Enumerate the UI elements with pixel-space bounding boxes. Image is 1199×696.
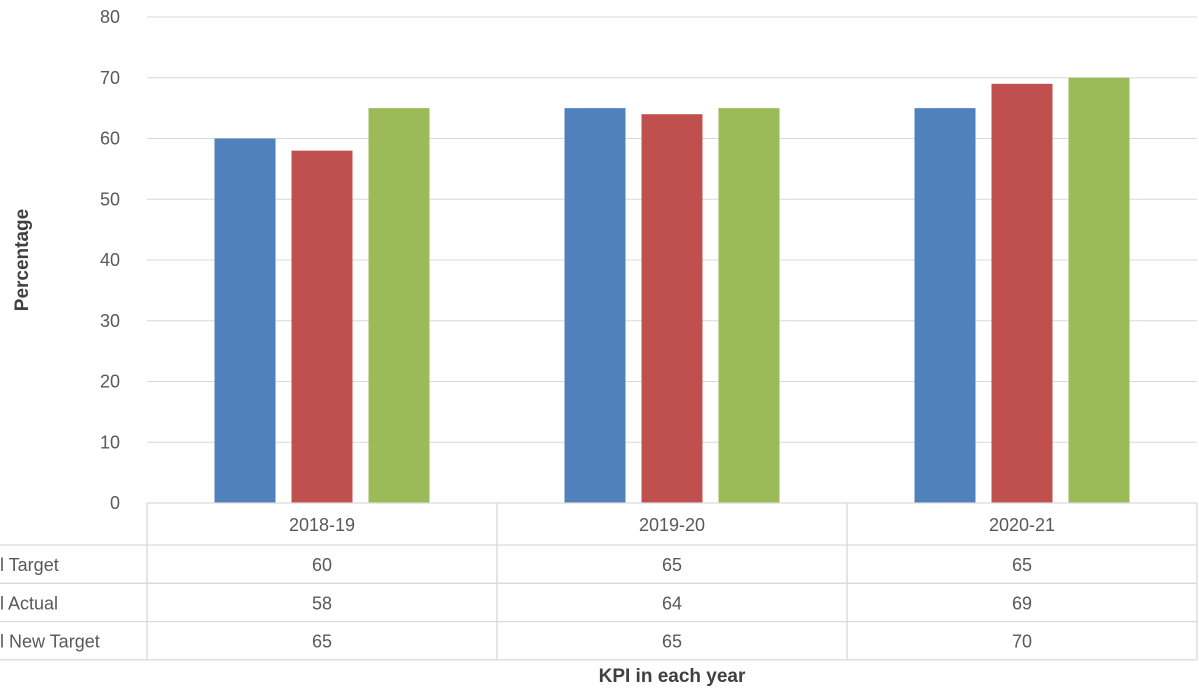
data-table-value: 65 [312,632,332,652]
y-tick-label: 80 [100,7,120,27]
bar [914,108,976,503]
y-tick-label: 10 [100,432,120,452]
category-label: 2020-21 [989,515,1055,535]
data-table-value: 58 [312,593,332,613]
series-label: l Actual [0,593,58,613]
data-table-value: 65 [662,632,682,652]
data-table-value: 65 [662,555,682,575]
y-tick-label: 0 [110,493,120,513]
bars [214,77,1130,503]
bar [641,114,703,503]
y-tick-label: 50 [100,189,120,209]
bar [564,108,626,503]
x-axis-title: KPI in each year [599,666,746,687]
bar [991,83,1053,503]
y-tick-label: 20 [100,372,120,392]
bar [1068,77,1130,503]
y-tick-label: 40 [100,250,120,270]
y-axis-title: Percentage [12,209,33,311]
data-table-value: 60 [312,555,332,575]
series-label: l Target [0,555,59,575]
bar [291,150,353,503]
bar [214,138,276,503]
data-table-value: 65 [1012,555,1032,575]
data-table-value: 69 [1012,593,1032,613]
data-table-value: 70 [1012,632,1032,652]
bar [718,108,780,503]
data-table [0,502,1198,661]
data-table-value: 64 [662,593,682,613]
category-label: 2018-19 [289,515,355,535]
bar [368,108,430,503]
category-label: 2019-20 [639,515,705,535]
y-tick-label: 70 [100,68,120,88]
labels: 0 10 20 30 40 50 60 70 80 2018-19 2019-20 2020-21 l … [0,7,1055,652]
y-tick-label: 60 [100,129,120,149]
series-label: l New Target [0,632,100,652]
y-tick-label: 30 [100,311,120,331]
